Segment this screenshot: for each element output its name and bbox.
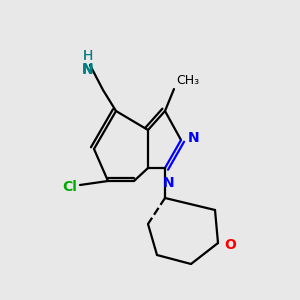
Text: N: N [82, 62, 94, 76]
Text: H: H [83, 49, 93, 63]
Text: O: O [224, 238, 236, 252]
Text: N: N [163, 176, 175, 190]
Text: N: N [82, 63, 94, 77]
Text: H: H [83, 49, 93, 63]
Text: Cl: Cl [62, 180, 77, 194]
Text: N: N [188, 131, 200, 145]
Text: CH₃: CH₃ [176, 74, 199, 87]
